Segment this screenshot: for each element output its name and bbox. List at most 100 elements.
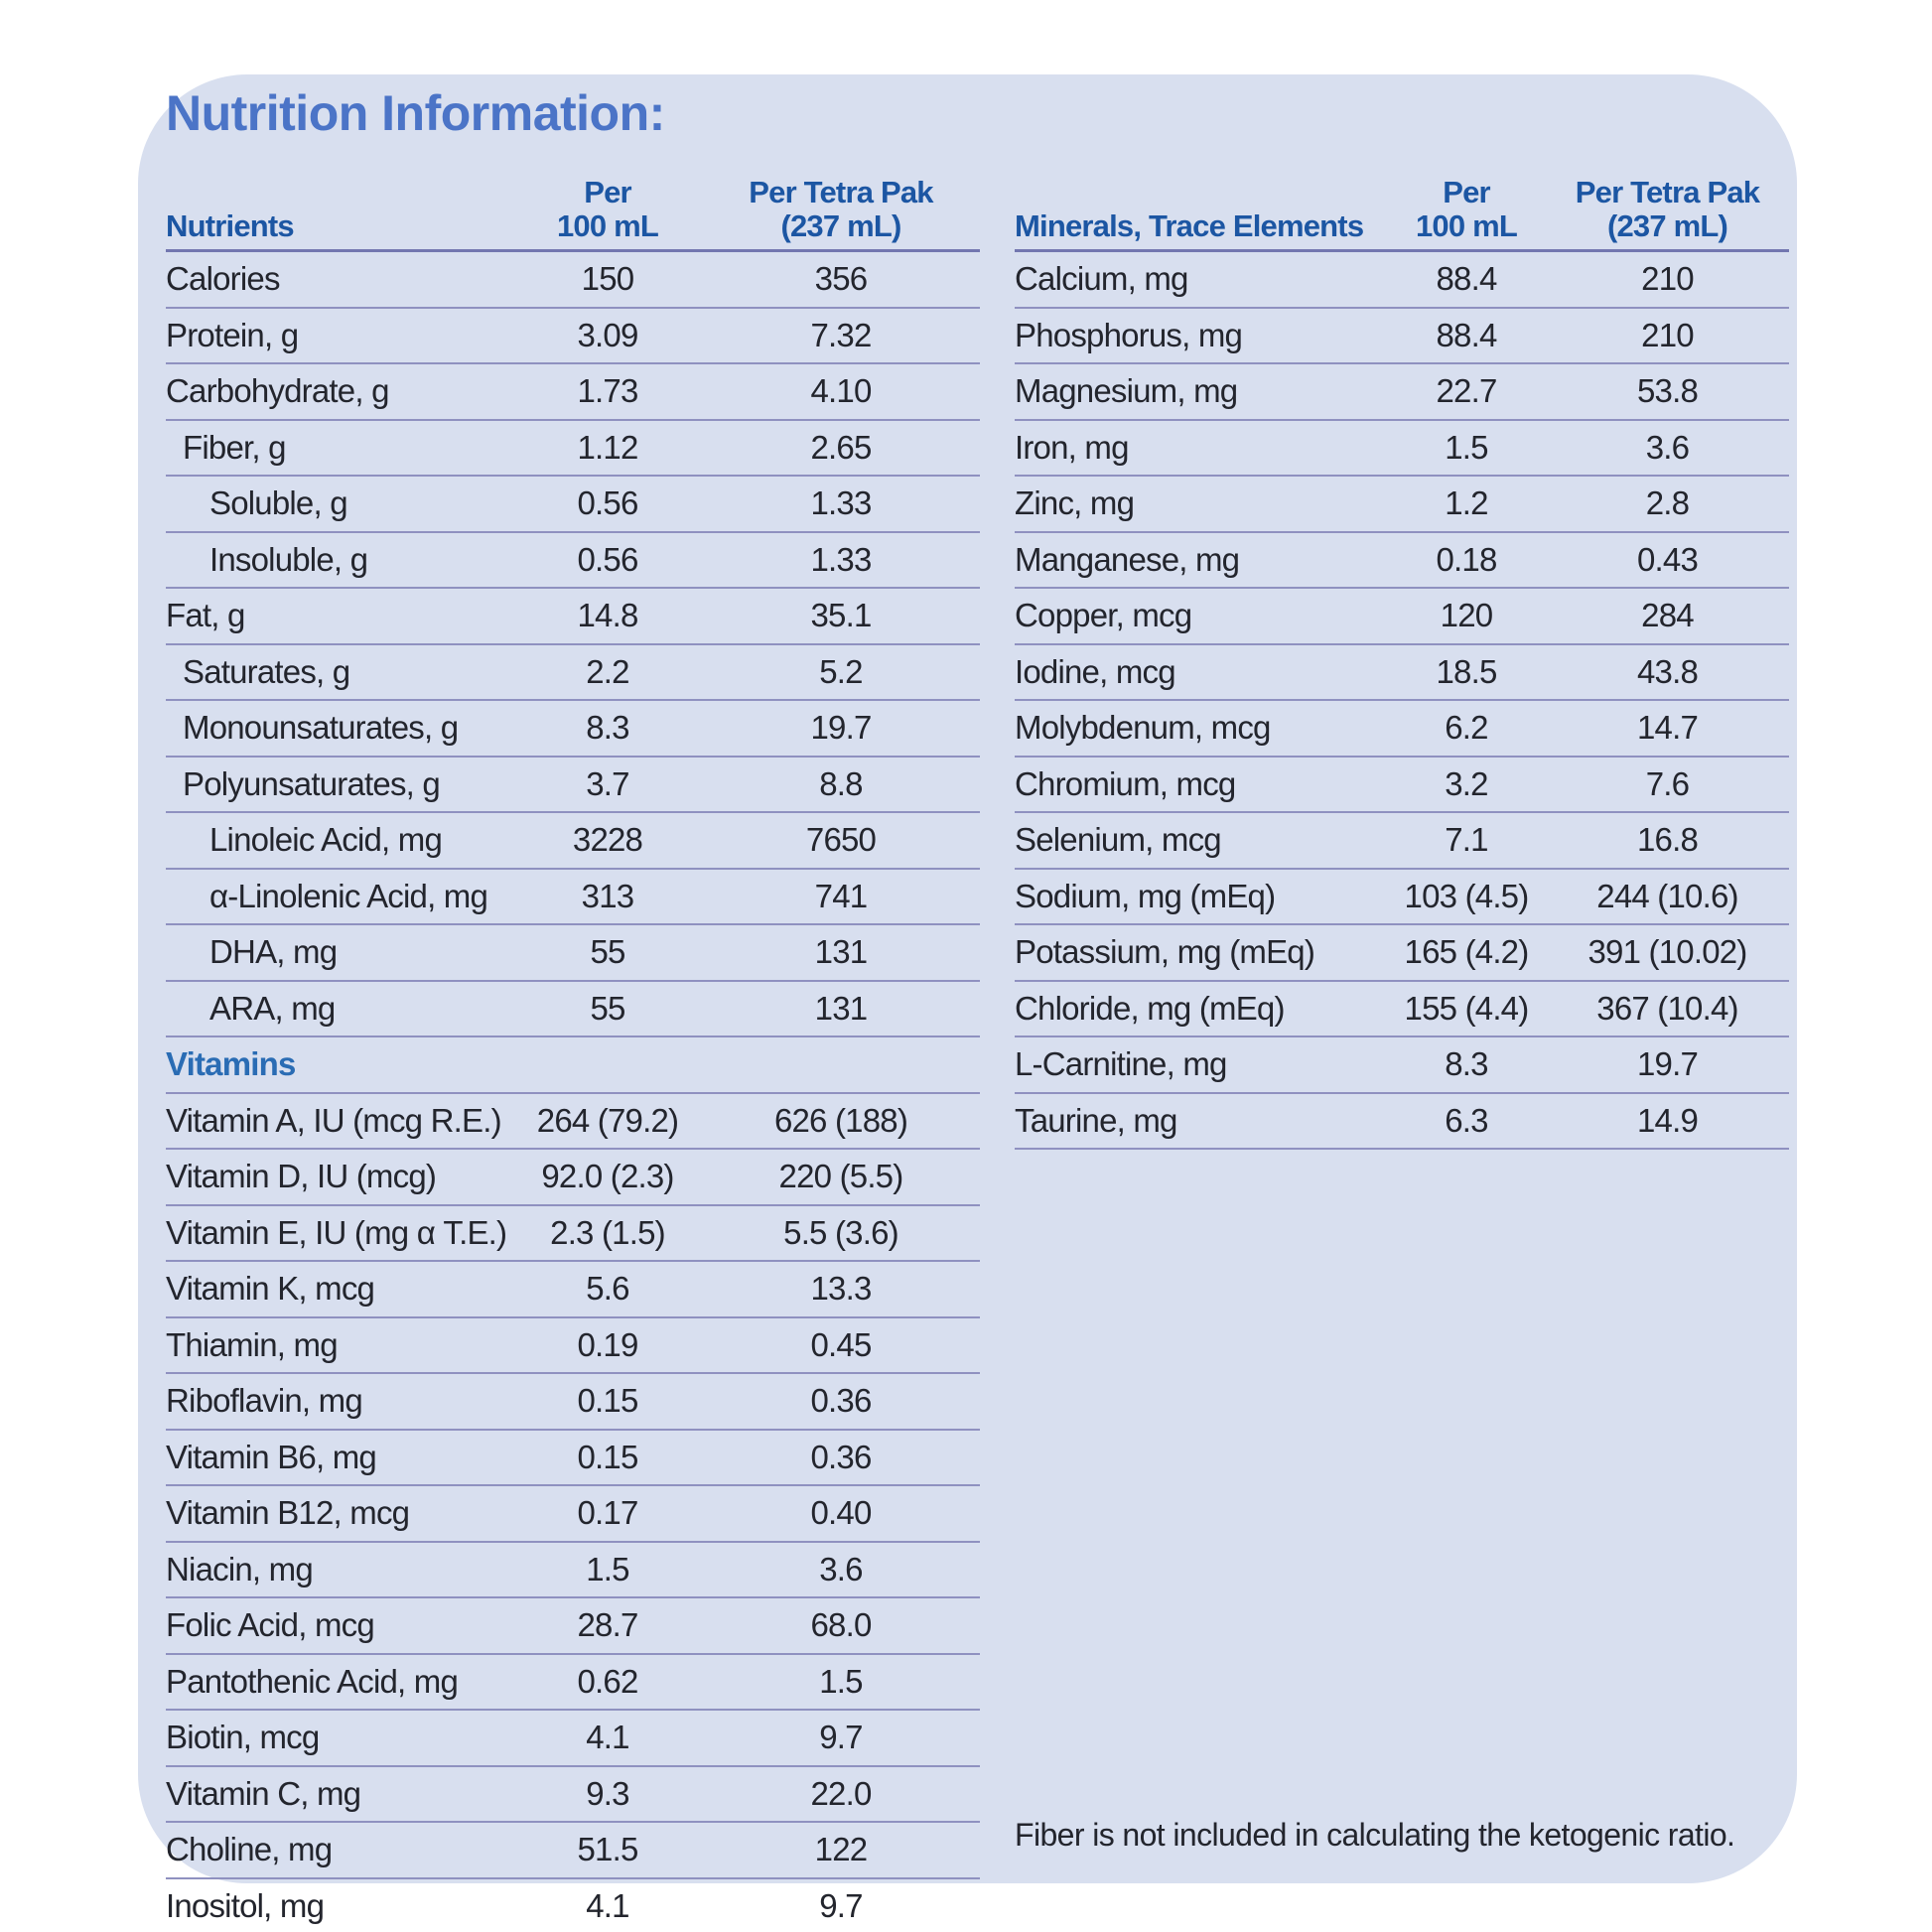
per-tetra-pak-value: 2.8 [1645,484,1690,522]
nutrient-label: Vitamin B6, mg [166,1438,377,1475]
per-tetra-pak-value: 244 (10.6) [1596,877,1738,914]
per-100ml-value: 0.56 [577,484,638,522]
per-tetra-pak-value: 284 [1641,597,1694,634]
minerals-table-body: Calcium, mg 88.4 210 Phosphorus, mg 88.4 210 M… [1015,252,1789,1150]
table-row: Fiber, g 1.12 2.65 [166,421,980,477]
per-100ml-value: 8.3 [1445,1045,1488,1083]
per-tetra-pak-value: 9.7 [819,1886,863,1924]
per-100ml-value: 0.17 [577,1494,638,1532]
nutrient-label: Vitamin E, IU (mg α T.E.) [166,1213,507,1251]
per-100ml-value: 6.2 [1445,709,1488,747]
per-tetra-pak-column-header-line2: (237 mL) [1606,208,1728,243]
per-tetra-pak-value: 0.40 [810,1494,872,1532]
table-row: Molybdenum, mcg 6.2 14.7 [1015,701,1789,758]
table-row: Soluble, g 0.56 1.33 [166,477,980,533]
per-100ml-value: 18.5 [1436,652,1497,690]
nutrient-label: Copper, mcg [1015,597,1192,634]
table-row: ARA, mg 55 131 [166,982,980,1037]
per-tetra-pak-value: 1.5 [819,1662,863,1700]
page-title: Nutrition Information: [166,85,665,141]
per-100ml-value: 120 [1440,597,1493,634]
table-row: Biotin, mcg 4.1 9.7 [166,1711,980,1767]
per-100ml-value: 0.18 [1436,540,1497,578]
table-row: Manganese, mg 0.18 0.43 [1015,533,1789,589]
per-tetra-pak-value: 4.10 [810,372,872,410]
per-100ml-value: 88.4 [1436,260,1497,298]
per-100ml-column-header-line1: Per [1443,175,1490,209]
per-tetra-pak-value: 14.7 [1636,709,1699,747]
per-tetra-pak-column-header-line2: (237 mL) [780,208,901,243]
per-100ml-value: 0.15 [577,1382,638,1420]
per-tetra-pak-value: 220 (5.5) [778,1158,904,1195]
table-row: Chloride, mg (mEq) 155 (4.4) 367 (10.4) [1015,982,1789,1037]
per-100ml-value: 92.0 (2.3) [541,1158,674,1195]
per-tetra-pak-value: 68.0 [810,1606,872,1644]
nutrient-label: Potassium, mg (mEq) [1015,933,1315,971]
nutrient-label: Chloride, mg (mEq) [1015,989,1285,1027]
nutrient-label: L-Carnitine, mg [1015,1045,1227,1083]
per-100ml-value: 55 [590,989,625,1027]
per-100ml-value: 6.3 [1445,1101,1488,1139]
per-100ml-value: 14.8 [577,597,638,634]
nutrient-label: Folic Acid, mcg [166,1606,375,1644]
table-row: Riboflavin, mg 0.15 0.36 [166,1374,980,1431]
per-100ml-value: 1.73 [577,372,638,410]
per-tetra-pak-value: 53.8 [1636,372,1699,410]
table-row: Vitamin B12, mcg 0.17 0.40 [166,1486,980,1543]
table-row: Selenium, mcg 7.1 16.8 [1015,813,1789,870]
per-tetra-pak-value: 8.8 [819,764,863,802]
per-100ml-value: 55 [590,933,625,971]
nutrient-label: Calories [166,260,280,298]
per-tetra-pak-value: 3.6 [1645,428,1690,466]
table-row: DHA, mg 55 131 [166,925,980,982]
table-row: Saturates, g 2.2 5.2 [166,645,980,701]
per-100ml-value: 4.1 [586,1886,629,1924]
per-100ml-value: 103 (4.5) [1404,877,1530,914]
nutrient-label: Carbohydrate, g [166,372,389,410]
nutrient-label: Vitamins [166,1045,296,1083]
per-tetra-pak-value: 131 [814,933,868,971]
nutrient-label: Magnesium, mg [1015,372,1238,410]
nutrient-label: Fat, g [166,597,245,634]
per-tetra-pak-column-header-line1: Per Tetra Pak [1575,175,1760,209]
per-100ml-value: 5.6 [586,1270,629,1308]
minerals-table: Minerals, Trace Elements Per 100 mL Per … [1015,144,1789,1150]
nutrient-label: Vitamin K, mcg [166,1270,375,1308]
per-100ml-column-header-line2: 100 mL [556,208,659,243]
table-row: α-Linolenic Acid, mg 313 741 [166,870,980,925]
per-100ml-value: 2.2 [586,652,629,690]
per-100ml-value: 8.3 [586,709,629,747]
per-tetra-pak-value: 131 [814,989,868,1027]
table-row: Taurine, mg 6.3 14.9 [1015,1094,1789,1150]
nutrient-label: Calcium, mg [1015,260,1188,298]
per-tetra-pak-value: 0.36 [810,1382,872,1420]
table-row: Inositol, mg 4.1 9.7 [166,1879,980,1932]
per-100ml-value: 1.5 [586,1550,629,1587]
table-row: Sodium, mg (mEq) 103 (4.5) 244 (10.6) [1015,870,1789,925]
per-tetra-pak-value: 2.65 [810,428,872,466]
per-100ml-value: 7.1 [1445,821,1488,859]
per-100ml-value: 264 (79.2) [536,1101,679,1139]
table-row: Vitamin E, IU (mg α T.E.) 2.3 (1.5) 5.5 (3… [166,1206,980,1262]
table-row: Niacin, mg 1.5 3.6 [166,1543,980,1598]
per-tetra-pak-value: 13.3 [810,1270,872,1308]
table-row: Folic Acid, mcg 28.7 68.0 [166,1598,980,1655]
per-100ml-value: 165 (4.2) [1404,933,1530,971]
per-100ml-value: 0.19 [577,1325,638,1363]
nutrient-label: α-Linolenic Acid, mg [209,877,488,914]
per-100ml-value: 9.3 [586,1774,629,1812]
per-tetra-pak-value: 122 [814,1831,868,1868]
per-100ml-value: 51.5 [577,1831,638,1868]
nutrient-label: Sodium, mg (mEq) [1015,877,1276,914]
nutrient-label: Taurine, mg [1015,1101,1177,1139]
per-tetra-pak-value: 741 [814,877,868,914]
table-row: Calcium, mg 88.4 210 [1015,252,1789,309]
nutrient-label: Monounsaturates, g [183,709,459,747]
per-tetra-pak-value: 7650 [805,821,877,859]
table-row: Protein, g 3.09 7.32 [166,309,980,364]
nutrient-label: Protein, g [166,316,299,353]
nutrient-label: Polyunsaturates, g [183,764,441,802]
per-tetra-pak-value: 19.7 [1636,1045,1699,1083]
nutrient-label: Chromium, mcg [1015,764,1236,802]
